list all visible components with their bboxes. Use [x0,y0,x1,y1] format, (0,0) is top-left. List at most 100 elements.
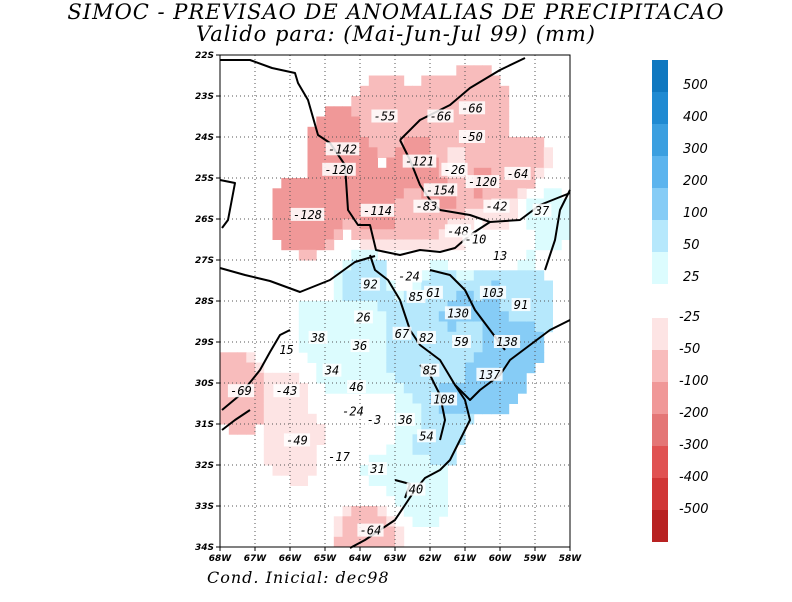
anomaly-cell [333,270,343,281]
anomaly-cell [447,75,457,87]
anomaly-cell [447,424,457,435]
anomaly-cell [412,413,422,425]
value-label: 138 [493,335,521,349]
anomaly-cell [386,126,396,138]
anomaly-cell [535,270,545,281]
anomaly-cell [517,321,527,333]
anomaly-cell [281,239,291,251]
anomaly-cell [543,229,553,240]
anomaly-cell [290,393,300,404]
anomaly-cell [552,188,562,199]
value-label-text: -154 [426,183,455,197]
colorbar-label: -400 [679,470,709,485]
anomaly-cell [438,229,448,240]
anomaly-cell [412,475,422,486]
colorbar-label: 50 [683,238,700,253]
anomaly-cell [421,116,431,128]
value-label-text: 85 [423,364,437,378]
anomaly-cell [290,372,300,384]
anomaly-cell [456,85,466,97]
anomaly-cell [438,280,448,292]
anomaly-cell [508,311,518,322]
anomaly-cell [508,157,518,169]
value-label-bg [308,330,328,344]
anomaly-cell [395,434,405,445]
colorbar: 500 400 300 200 100 50 25 -25 -50 -100 -200 -300 -40… [652,60,709,542]
anomaly-cell [500,270,510,281]
anomaly-cell [395,465,405,476]
anomaly-cell [395,219,405,230]
anomaly-cell [386,290,396,302]
colorbar-label: -500 [679,502,709,517]
anomaly-cell [403,178,413,189]
anomaly-cell [333,372,343,384]
anomaly-cell [412,178,422,189]
anomaly-cell [360,270,370,281]
border-line [349,489,416,549]
anomaly-cell [368,147,378,158]
anomaly-cell [447,403,457,415]
anomaly-cell [430,516,440,527]
anomaly-cell [351,280,361,292]
anomaly-cell [281,413,291,425]
value-label-bg [532,203,552,217]
anomaly-cell [421,413,431,425]
anomaly-cell [246,362,256,374]
anomaly-cell [325,178,335,189]
value-label: -120 [322,162,356,177]
anomaly-cell [220,352,230,363]
anomaly-cell [307,157,317,169]
anomaly-cell [421,516,431,527]
value-label-text: -120 [468,175,497,189]
anomaly-cell [281,188,291,199]
anomaly-cell [386,383,396,394]
anomaly-cell [342,526,352,538]
anomaly-cell [491,321,501,333]
anomaly-cell [447,270,457,281]
value-label-text: 54 [419,429,433,443]
anomaly-cell [377,321,387,333]
anomaly-cell [377,536,387,548]
anomaly-cell [535,280,545,292]
anomaly-cell [491,147,501,158]
border-line [399,57,526,141]
anomaly-cell [360,157,370,169]
anomaly-cell [535,352,545,363]
anomaly-cell [447,96,457,107]
anomaly-cell [412,393,422,404]
anomaly-cell [403,424,413,435]
anomaly-cell [438,96,448,107]
anomaly-cell [298,444,308,456]
anomaly-cell [543,147,553,158]
anomaly-cell [491,352,501,363]
anomaly-cell [500,301,510,312]
anomaly-cell [377,147,387,158]
anomaly-cell [342,362,352,374]
anomaly-cell [333,526,343,538]
anomaly-cell [500,208,510,220]
anomaly-cell [395,454,405,466]
x-tick-label: 66W [279,554,303,564]
anomaly-cell [438,372,448,384]
value-label-bg [476,367,503,381]
value-label-bg [350,339,370,353]
value-label: 37 [532,203,552,218]
anomaly-cell [360,96,370,107]
anomaly-cell [272,444,282,456]
anomaly-cell [377,229,387,240]
anomaly-cell [263,393,273,404]
value-label-bg [402,154,437,168]
anomaly-cell [386,342,396,353]
anomaly-cell [412,465,422,476]
anomaly-cell [412,137,422,148]
anomaly-cell [263,403,273,415]
anomaly-cell [473,352,483,363]
anomaly-cell [526,178,536,189]
x-tick-label: 58W [559,554,583,564]
border-line [329,142,571,256]
anomaly-cell [526,270,536,281]
anomaly-cell [482,331,492,343]
anomaly-cell [368,270,378,281]
anomaly-cell [342,290,352,302]
anomaly-cell [368,506,378,517]
